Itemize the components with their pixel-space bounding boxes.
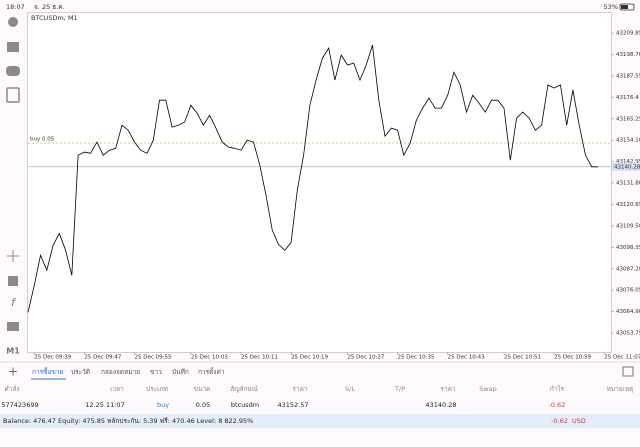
y-tick-label: 43154.10 bbox=[616, 138, 640, 144]
battery-level bbox=[621, 5, 628, 9]
crosshair-icon[interactable] bbox=[7, 250, 19, 262]
y-tick-label: 43209.85 bbox=[616, 31, 640, 37]
table-header: กำไร bbox=[550, 385, 565, 393]
x-tick-label: 25 Dec 10:03 bbox=[191, 355, 228, 361]
table-cell: 43140.28 bbox=[425, 401, 456, 409]
tab[interactable]: ข่าว bbox=[150, 368, 162, 376]
x-tick-label: 25 Dec 10:59 bbox=[554, 355, 591, 361]
y-tick-label: 43187.55 bbox=[616, 73, 640, 79]
table-header: หมายเหตุ bbox=[607, 385, 634, 393]
objects-icon[interactable] bbox=[7, 322, 19, 331]
timeframe[interactable]: M1 bbox=[6, 347, 20, 356]
summary-currency: USD bbox=[572, 417, 586, 425]
x-tick-label: 25 Dec 10:51 bbox=[504, 355, 541, 361]
price-label-bg bbox=[612, 162, 640, 171]
y-tick-label: 43165.25 bbox=[616, 116, 640, 122]
table-header: T/P bbox=[394, 385, 405, 393]
chat-icon[interactable] bbox=[6, 66, 20, 76]
x-tick-label: 25 Dec 10:27 bbox=[347, 355, 384, 361]
status-battery: 53% bbox=[604, 3, 618, 11]
y-tick-label: 43064.90 bbox=[616, 309, 640, 315]
y-tick-label: 43109.50 bbox=[616, 223, 640, 229]
new-order-icon[interactable] bbox=[6, 87, 20, 103]
y-tick-label: 43198.70 bbox=[616, 52, 640, 58]
table-header: Swap bbox=[479, 385, 497, 393]
chart-frame bbox=[27, 12, 612, 353]
summary-bar bbox=[0, 414, 640, 428]
tab[interactable]: กล่องจดหมาย bbox=[101, 368, 140, 376]
table-cell: 12.25 11:07 bbox=[85, 401, 124, 409]
add-button[interactable]: + bbox=[8, 365, 18, 379]
y-tick-label: 43076.05 bbox=[616, 288, 640, 294]
chart-title: BTCUSDm, M1 bbox=[31, 14, 78, 22]
table-cell: btcusdm bbox=[231, 401, 259, 409]
chart-type-icon[interactable] bbox=[8, 276, 18, 286]
sidebar: f M1 bbox=[6, 17, 20, 356]
account-icon[interactable] bbox=[8, 17, 18, 27]
table-cell: 43152.57 bbox=[277, 401, 308, 409]
tab[interactable]: บันทึก bbox=[172, 368, 189, 376]
table-header: S/L bbox=[345, 385, 355, 393]
summary-text: Balance: 476.47 Equity: 475.85 หลักประกั… bbox=[3, 417, 253, 425]
table-header: ขนาด bbox=[194, 385, 211, 393]
y-tick-label: 43176.4 bbox=[616, 95, 639, 101]
x-tick-label: 25 Dec 11:07 bbox=[604, 355, 640, 361]
table-cell: buy bbox=[157, 401, 169, 409]
table-header: คำสั่ง bbox=[4, 384, 19, 393]
transfer-icon[interactable] bbox=[7, 42, 19, 52]
table-cell: 0.05 bbox=[196, 401, 210, 409]
y-tick-label: 43098.35 bbox=[616, 245, 640, 251]
y-tick-label: 43142.95 bbox=[616, 159, 640, 165]
table-cell: -0.62 bbox=[549, 401, 566, 409]
table-header: ราคา bbox=[292, 385, 307, 393]
x-tick-label: 25 Dec 10:43 bbox=[448, 355, 485, 361]
x-tick-label: 25 Dec 10:11 bbox=[241, 355, 278, 361]
summary-profit: -0.62 bbox=[551, 417, 568, 425]
tab[interactable]: ประวัติ bbox=[71, 368, 90, 376]
tab[interactable]: การซื้อขาย bbox=[32, 367, 63, 376]
x-tick-label: 25 Dec 09:55 bbox=[134, 355, 171, 361]
x-tick-label: 25 Dec 10:35 bbox=[398, 355, 435, 361]
y-tick-label: 43120.65 bbox=[616, 202, 640, 208]
order-label: buy 0.05 bbox=[30, 137, 55, 143]
x-tick-label: 25 Dec 09:47 bbox=[84, 355, 121, 361]
x-tick-label: 25 Dec 09:39 bbox=[34, 355, 71, 361]
layout-icon[interactable] bbox=[622, 366, 634, 377]
x-tick-label: 25 Dec 10:19 bbox=[291, 355, 328, 361]
indicator-icon[interactable]: f bbox=[11, 296, 17, 309]
table-header: สัญลักษณ์ bbox=[230, 385, 258, 393]
status-date: จ. 25 ธ.ค. bbox=[34, 3, 65, 11]
y-tick-label: 43053.75 bbox=[616, 331, 640, 337]
tab[interactable]: การตั้งค่า bbox=[198, 367, 225, 376]
y-tick-label: 43131.80 bbox=[616, 181, 640, 187]
table-header: ราคา bbox=[440, 385, 455, 393]
price-line-series bbox=[27, 44, 598, 313]
battery-icon bbox=[619, 3, 635, 11]
status-time: 18:07 bbox=[6, 3, 25, 11]
table-cell: 577423699 bbox=[1, 401, 38, 409]
y-tick-label: 43087.20 bbox=[616, 266, 640, 272]
table-header: เวลา bbox=[110, 385, 124, 393]
price-label: 43140.28 bbox=[614, 164, 640, 170]
table-header: ประเภท bbox=[146, 385, 168, 393]
